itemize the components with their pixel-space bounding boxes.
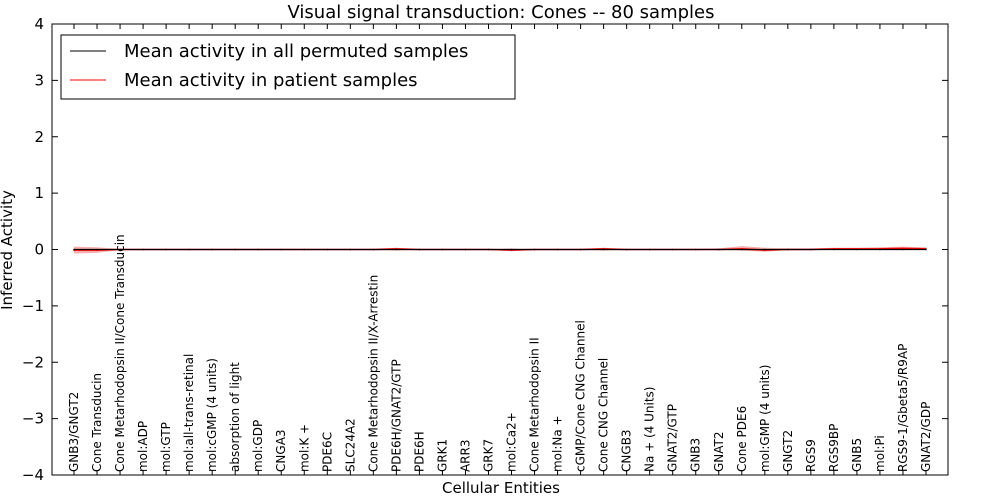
- x-tick-label-14: PDE6H/GNAT2/GTP: [389, 359, 403, 472]
- permuted-point-2: [119, 248, 121, 251]
- x-tick-label-19: mol:Ca2+: [505, 412, 519, 472]
- permuted-point-9: [280, 248, 283, 251]
- permuted-point-37: [925, 248, 927, 251]
- series-line-layer: [73, 247, 927, 251]
- x-tick-label-22: cGMP/Cone CNG Channel: [574, 320, 588, 472]
- permuted-point-0: [73, 248, 75, 251]
- legend-frame: [60, 34, 516, 100]
- x-tick-label-36: RGS9-1/Gbeta5/R9AP: [896, 344, 910, 472]
- permuted-point-25: [648, 248, 651, 251]
- x-tick-label-12: SLC24A2: [343, 418, 357, 472]
- permuted-point-35: [879, 248, 881, 251]
- x-tick-label-13: Cone Metarhodopsin II/X-Arrestin: [366, 275, 380, 472]
- x-tick-label-9: CNGA3: [274, 429, 288, 472]
- permuted-point-26: [671, 248, 674, 251]
- x-tick-label-27: GNB3: [689, 438, 703, 472]
- chart-title: Visual signal transduction: Cones -- 80 …: [287, 2, 714, 23]
- permuted-point-31: [787, 248, 789, 251]
- y-tick-label-6: 2: [34, 128, 44, 146]
- y-tick-label-2: −2: [22, 353, 44, 371]
- x-tick-label-23: Cone CNG Channel: [597, 358, 611, 472]
- x-tick-label-26: GNAT2/GTP: [666, 404, 680, 472]
- permuted-point-36: [902, 248, 904, 251]
- y-tick-label-5: 1: [34, 184, 44, 202]
- permuted-point-18: [487, 248, 490, 251]
- x-tick-label-6: mol:cGMP (4 units): [205, 358, 219, 472]
- permuted-point-34: [856, 248, 858, 251]
- y-tick-label-0: −4: [22, 466, 44, 484]
- legend-label-permuted: Mean activity in all permuted samples: [124, 41, 468, 62]
- permuted-point-33: [833, 248, 835, 251]
- x-tick-label-28: GNAT2: [712, 432, 726, 473]
- x-tick-label-33: RGS9BP: [827, 424, 841, 472]
- x-tick-label-18: GRK7: [482, 439, 496, 472]
- permuted-point-22: [579, 248, 582, 251]
- y-axis-title: Inferred Activity: [0, 190, 16, 310]
- permuted-point-12: [349, 248, 352, 251]
- y-tick-label-4: 0: [34, 241, 44, 259]
- permuted-point-11: [326, 248, 329, 251]
- y-axis-ticks: −4 −3 −2 −1 0 1 2 3 4: [22, 15, 948, 484]
- permuted-point-28: [718, 248, 720, 251]
- permuted-point-14: [395, 248, 398, 251]
- plot-area: −4 −3 −2 −1 0 1 2 3 4 GNB3/GNGT2 Cone Transducin C…: [22, 15, 949, 484]
- legend: Mean activity in all permuted samples Me…: [60, 34, 516, 100]
- x-tick-label-11: PDE6C: [320, 432, 334, 472]
- x-tick-label-2: Cone Metarhodopsin II/Cone Transducin: [113, 234, 127, 472]
- x-tick-label-24: CNGB3: [620, 429, 634, 472]
- x-tick-label-17: ARR3: [459, 440, 473, 473]
- x-tick-label-32: RGS9: [804, 439, 818, 472]
- x-axis-title: Cellular Entities: [442, 479, 560, 497]
- permuted-point-16: [441, 248, 444, 251]
- permuted-point-15: [418, 248, 421, 251]
- permuted-point-5: [188, 248, 190, 251]
- permuted-point-4: [165, 248, 167, 251]
- x-tick-label-15: PDE6H: [412, 431, 426, 472]
- permuted-point-1: [96, 248, 98, 251]
- x-axis-ticks: GNB3/GNGT2 Cone Transducin Cone Metarhodop…: [67, 24, 933, 475]
- x-tick-label-30: mol:GMP (4 units): [758, 365, 772, 472]
- permuted-point-23: [602, 248, 605, 251]
- permuted-point-29: [741, 248, 743, 251]
- x-tick-label-20: Cone Metarhodopsin II: [528, 337, 542, 472]
- x-tick-label-3: mol:ADP: [136, 421, 150, 472]
- patient-point-36: [902, 247, 904, 250]
- permuted-point-27: [694, 248, 697, 251]
- permuted-point-30: [764, 248, 766, 251]
- x-tick-label-4: mol:GTP: [159, 422, 173, 472]
- x-tick-label-37: GNAT2/GDP: [919, 402, 933, 472]
- x-tick-label-16: GRK1: [435, 439, 449, 472]
- legend-label-patient: Mean activity in patient samples: [124, 70, 418, 91]
- x-tick-label-0: GNB3/GNGT2: [67, 392, 81, 472]
- y-tick-label-7: 3: [34, 71, 44, 89]
- permuted-point-24: [625, 248, 628, 251]
- x-tick-label-5: mol:all-trans-retinal: [182, 354, 196, 472]
- x-tick-label-8: mol:GDP: [251, 420, 265, 472]
- x-tick-label-34: GNB5: [850, 438, 864, 472]
- x-tick-label-29: Cone PDE6: [735, 406, 749, 472]
- x-tick-label-10: mol:K +: [297, 424, 311, 472]
- x-tick-label-35: mol:Pi: [873, 435, 887, 472]
- permuted-point-10: [303, 248, 306, 251]
- permuted-point-19: [510, 248, 513, 251]
- permuted-point-6: [211, 248, 213, 251]
- x-tick-label-7: absorption of light: [228, 362, 242, 472]
- permuted-point-8: [257, 248, 260, 251]
- y-tick-label-1: −3: [22, 410, 44, 428]
- permuted-point-32: [810, 248, 812, 251]
- x-tick-label-1: Cone Transducin: [90, 373, 104, 472]
- permuted-point-17: [464, 248, 467, 251]
- permuted-point-3: [142, 248, 144, 251]
- permuted-point-7: [234, 248, 236, 251]
- permuted-point-13: [372, 248, 375, 251]
- x-tick-label-21: mol:Na +: [551, 415, 565, 472]
- x-tick-label-31: GNGT2: [781, 430, 795, 472]
- y-tick-label-8: 4: [34, 15, 44, 33]
- permuted-point-20: [533, 248, 536, 251]
- y-tick-label-3: −1: [22, 297, 44, 315]
- x-tick-label-25: Na + (4 Units): [643, 387, 657, 473]
- permuted-point-21: [556, 248, 559, 251]
